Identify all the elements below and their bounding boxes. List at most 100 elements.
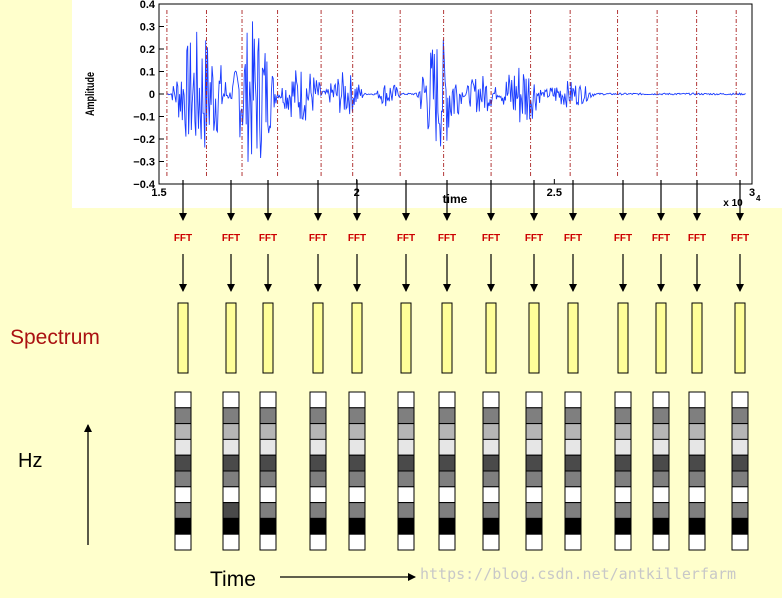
time-label: Time: [210, 568, 256, 591]
spectrum-bar: [734, 302, 746, 374]
spectrogram-cell: [614, 486, 632, 504]
spectrogram-cell: [174, 391, 192, 409]
spectrogram-cell: [397, 391, 415, 409]
spectrogram-cell: [564, 454, 582, 472]
spectrogram-cell: [397, 407, 415, 425]
spectrogram-cell: [614, 391, 632, 409]
spectrogram-cell: [438, 517, 456, 535]
spectrogram-cell: [482, 407, 500, 425]
spectrogram-cell: [731, 502, 749, 519]
spectrogram-cell: [222, 486, 240, 504]
fft-label: FFT: [731, 233, 749, 244]
spectrogram-cell: [348, 407, 366, 425]
spectrogram-cell: [438, 486, 456, 504]
spectrogram-cell: [259, 502, 277, 519]
spectrogram-cell: [309, 486, 327, 504]
spectrogram-cell: [564, 407, 582, 425]
spectrogram-cell: [222, 502, 240, 519]
spectrogram-cell: [564, 517, 582, 535]
x-axis-multiplier-exponent: 4: [756, 194, 761, 203]
spectrogram-cell: [259, 423, 277, 440]
spectrogram-cell: [688, 423, 706, 440]
y-tick-label: 0.2: [140, 44, 155, 56]
spectrogram-cell: [438, 423, 456, 440]
spectrogram-cell: [222, 533, 240, 551]
spectrogram-cell: [652, 470, 670, 488]
spectrogram-cell: [482, 502, 500, 519]
spectrogram-cell: [309, 533, 327, 551]
y-tick-label: −0.4: [133, 179, 156, 191]
spectrogram-cell: [564, 423, 582, 440]
spectrogram-cell: [438, 454, 456, 472]
spectrogram-cell: [564, 438, 582, 456]
spectrogram-cell: [688, 517, 706, 535]
spectrogram-cell: [731, 438, 749, 456]
fft-label: FFT: [614, 233, 632, 244]
spectrogram-cell: [614, 423, 632, 440]
y-tick-label: −0.1: [133, 112, 155, 124]
spectrogram-cell: [348, 502, 366, 519]
spectrogram-cell: [525, 423, 543, 440]
spectrogram-cell: [348, 533, 366, 551]
spectrogram-cell: [525, 486, 543, 504]
spectrogram-cell: [397, 517, 415, 535]
spectrogram-cell: [731, 391, 749, 409]
x-tick-label: 2.5: [547, 187, 562, 199]
spectrogram-cell: [652, 502, 670, 519]
spectrogram-cell: [309, 407, 327, 425]
fft-label: FFT: [525, 233, 543, 244]
spectrum-bar: [655, 302, 667, 374]
fft-label: FFT: [222, 233, 240, 244]
spectrogram-cell: [652, 454, 670, 472]
spectrogram-cell: [174, 502, 192, 519]
fft-label: FFT: [564, 233, 582, 244]
spectrogram-cell: [525, 407, 543, 425]
spectrogram-cell: [688, 502, 706, 519]
watermark: https://blog.csdn.net/antkillerfarm: [420, 565, 737, 583]
spectrogram-cell: [688, 391, 706, 409]
spectrogram-cell: [652, 423, 670, 440]
spectrogram-cell: [731, 533, 749, 551]
spectrogram-cell: [525, 438, 543, 456]
spectrogram-cell: [438, 407, 456, 425]
spectrogram-cell: [222, 407, 240, 425]
spectrogram-cell: [438, 533, 456, 551]
waveform-signal: [166, 21, 746, 162]
spectrogram-cell: [348, 391, 366, 409]
spectrum-bar: [691, 302, 703, 374]
spectrogram-cell: [309, 517, 327, 535]
spectrogram-cell: [564, 533, 582, 551]
fft-label: FFT: [348, 233, 366, 244]
spectrogram-cell: [348, 423, 366, 440]
spectrogram-cell: [652, 486, 670, 504]
spectrum-bar: [485, 302, 497, 374]
spectrogram-cell: [259, 533, 277, 551]
spectrogram-cell: [652, 391, 670, 409]
spectrogram-cell: [482, 486, 500, 504]
spectrogram-cell: [397, 533, 415, 551]
spectrogram-cell: [438, 438, 456, 456]
spectrogram-cell: [438, 391, 456, 409]
spectrogram-cell: [397, 423, 415, 440]
spectrogram-cell: [688, 470, 706, 488]
spectrogram-cell: [688, 438, 706, 456]
spectrogram-cell: [731, 454, 749, 472]
spectrogram-cell: [652, 533, 670, 551]
spectrogram-cell: [259, 438, 277, 456]
y-tick-label: 0.1: [140, 67, 155, 79]
spectrogram-cell: [438, 470, 456, 488]
spectrogram-cell: [482, 517, 500, 535]
spectrum-bar: [528, 302, 540, 374]
fft-label: FFT: [309, 233, 327, 244]
spectrogram-cell: [525, 517, 543, 535]
spectrogram-cell: [259, 407, 277, 425]
x-tick-label: 1.5: [151, 187, 166, 199]
spectrum-label: Spectrum: [10, 326, 100, 349]
spectrogram-cell: [174, 438, 192, 456]
spectrogram-cell: [614, 517, 632, 535]
spectrogram-cell: [482, 454, 500, 472]
spectrogram-cell: [259, 454, 277, 472]
spectrogram-cell: [174, 486, 192, 504]
